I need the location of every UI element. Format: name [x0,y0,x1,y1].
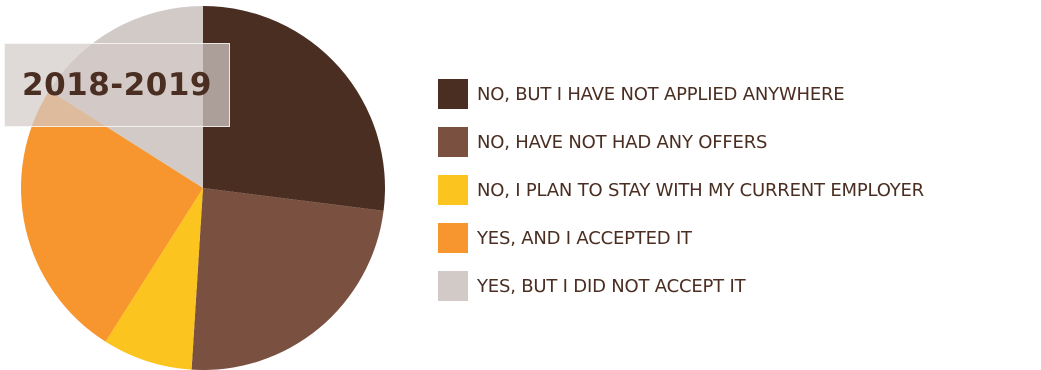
pie-slice-no-offers [191,188,384,370]
legend-label-not-accepted: YES, BUT I DID NOT ACCEPT IT [477,275,746,297]
legend: NO, BUT I HAVE NOT APPLIED ANYWHERE NO, … [438,76,924,316]
legend-swatch-no-offers [438,127,468,157]
legend-swatch-not-applied [438,79,468,109]
legend-item-no-offers: NO, HAVE NOT HAD ANY OFFERS [438,124,924,160]
legend-label-no-offers: NO, HAVE NOT HAD ANY OFFERS [477,131,768,153]
legend-label-stay-with-employer: NO, I PLAN TO STAY WITH MY CURRENT EMPLO… [477,179,924,201]
legend-swatch-accepted [438,223,468,253]
legend-item-stay-with-employer: NO, I PLAN TO STAY WITH MY CURRENT EMPLO… [438,172,924,208]
legend-swatch-not-accepted [438,271,468,301]
pie-slice-not-applied [203,6,385,211]
pie-slice-accepted [20,90,204,342]
legend-item-not-applied: NO, BUT I HAVE NOT APPLIED ANYWHERE [438,76,924,112]
legend-item-accepted: YES, AND I ACCEPTED IT [438,220,924,256]
legend-label-not-applied: NO, BUT I HAVE NOT APPLIED ANYWHERE [477,83,845,105]
chart-title-badge: 2018-2019 [4,43,230,127]
legend-label-accepted: YES, AND I ACCEPTED IT [477,227,692,249]
legend-swatch-stay-with-employer [438,175,468,205]
legend-item-not-accepted: YES, BUT I DID NOT ACCEPT IT [438,268,924,304]
pie-slice-stay-with-employer [105,188,203,370]
